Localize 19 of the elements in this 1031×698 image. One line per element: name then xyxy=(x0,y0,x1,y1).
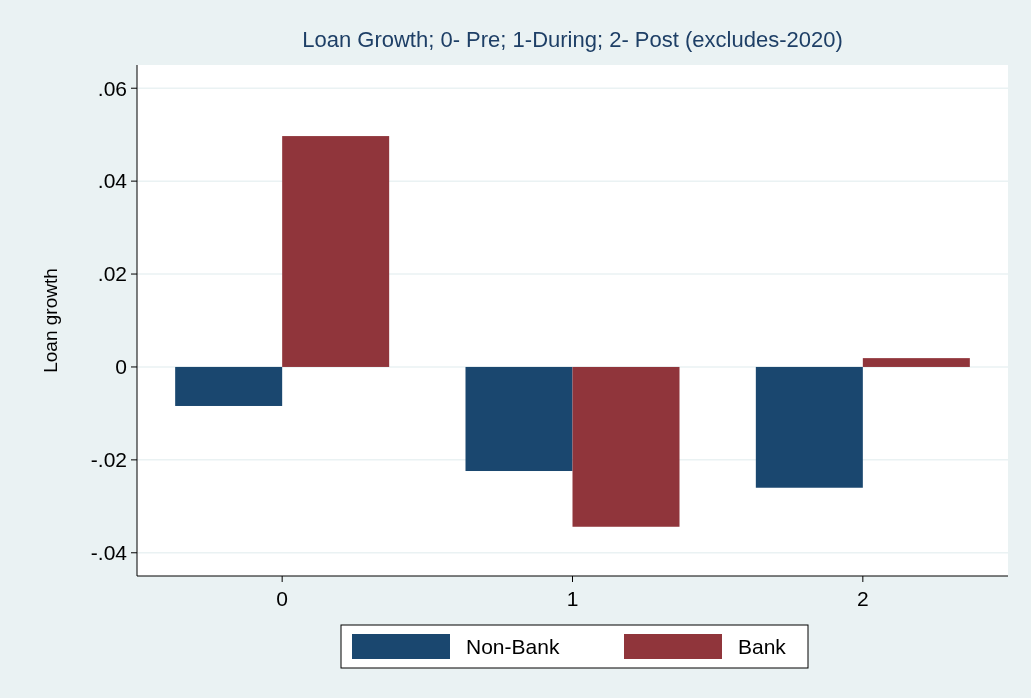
y-tick-label: .04 xyxy=(97,169,128,193)
legend-label: Non-Bank xyxy=(466,635,560,659)
bar xyxy=(465,366,573,472)
bar xyxy=(282,136,390,367)
y-tick-label: -.02 xyxy=(90,448,127,472)
bar xyxy=(755,366,863,488)
y-tick-label: 0 xyxy=(115,355,127,379)
legend-label: Bank xyxy=(738,635,787,659)
x-tick-label: 0 xyxy=(276,587,289,610)
chart-title: Loan Growth; 0- Pre; 1-During; 2- Post (excludes-2020) xyxy=(302,27,843,52)
y-tick-label: .02 xyxy=(97,262,127,286)
y-axis-title: Loan growth xyxy=(40,268,61,373)
x-tick-label: 2 xyxy=(856,587,869,610)
x-tick-label: 1 xyxy=(566,587,579,610)
bar xyxy=(862,358,970,367)
y-tick-label: -.04 xyxy=(90,541,128,565)
y-tick-label: .06 xyxy=(97,76,127,100)
bar xyxy=(572,366,680,527)
bar xyxy=(175,366,283,406)
